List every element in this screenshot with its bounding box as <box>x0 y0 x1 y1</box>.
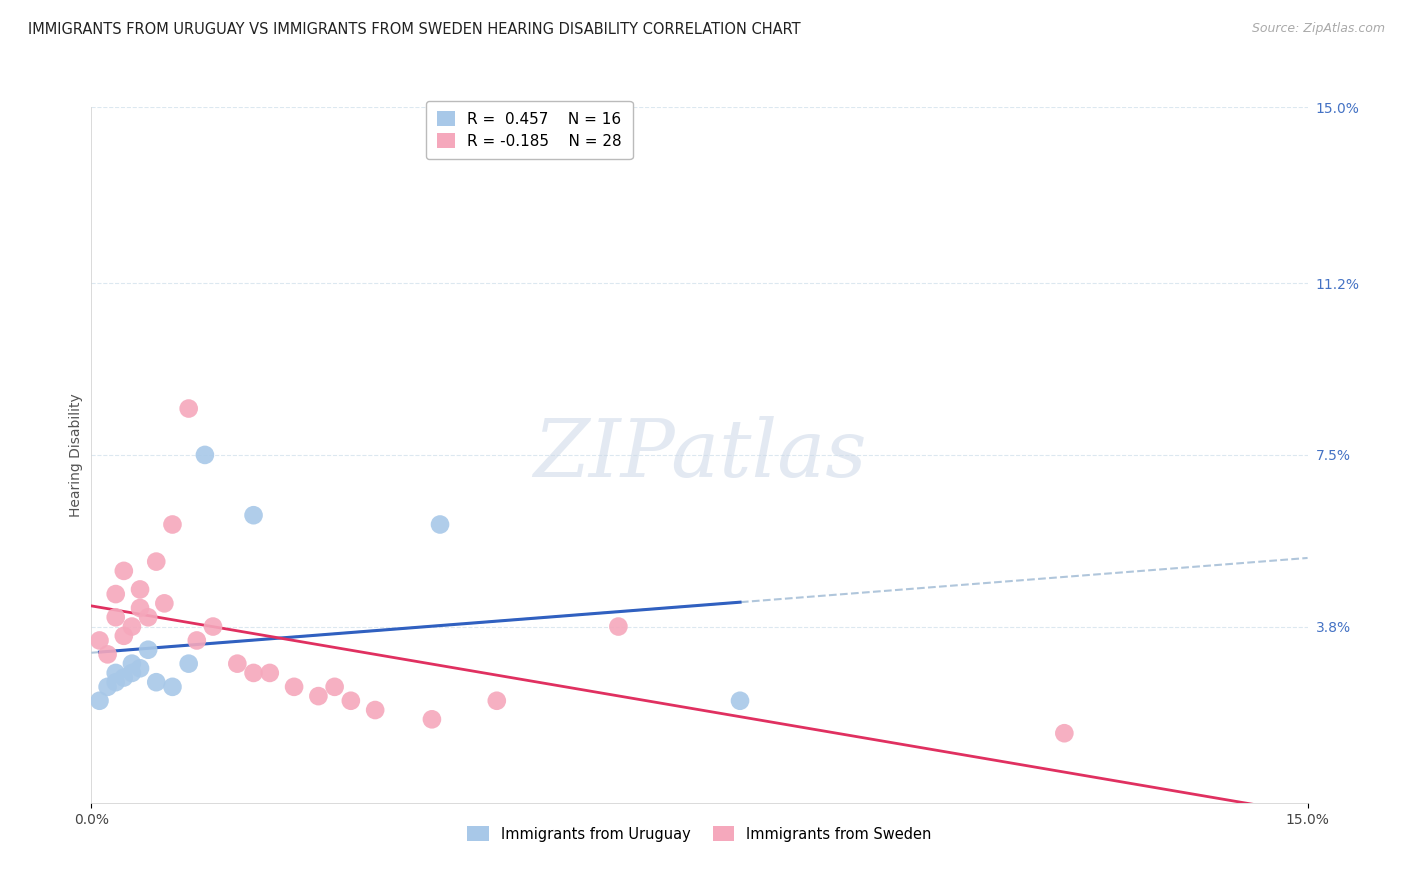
Point <box>162 517 184 532</box>
Point <box>186 633 208 648</box>
Point <box>153 596 176 610</box>
Point <box>112 629 135 643</box>
Point <box>104 610 127 624</box>
Point <box>259 665 281 680</box>
Point <box>226 657 249 671</box>
Point <box>121 619 143 633</box>
Point <box>242 665 264 680</box>
Legend: Immigrants from Uruguay, Immigrants from Sweden: Immigrants from Uruguay, Immigrants from… <box>461 821 938 847</box>
Point <box>145 675 167 690</box>
Point <box>283 680 305 694</box>
Point <box>1053 726 1076 740</box>
Point <box>307 689 329 703</box>
Point <box>202 619 225 633</box>
Point <box>429 517 451 532</box>
Point <box>104 587 127 601</box>
Point <box>136 610 159 624</box>
Point <box>242 508 264 523</box>
Point <box>323 680 346 694</box>
Y-axis label: Hearing Disability: Hearing Disability <box>69 393 83 516</box>
Point <box>104 665 127 680</box>
Point <box>162 680 184 694</box>
Point <box>485 694 508 708</box>
Point <box>129 661 152 675</box>
Text: IMMIGRANTS FROM URUGUAY VS IMMIGRANTS FROM SWEDEN HEARING DISABILITY CORRELATION: IMMIGRANTS FROM URUGUAY VS IMMIGRANTS FR… <box>28 22 801 37</box>
Point <box>129 582 152 597</box>
Point <box>136 642 159 657</box>
Point <box>607 619 630 633</box>
Point <box>728 694 751 708</box>
Point <box>89 633 111 648</box>
Point <box>121 665 143 680</box>
Point <box>129 601 152 615</box>
Point <box>420 712 443 726</box>
Point <box>97 680 120 694</box>
Point <box>112 564 135 578</box>
Text: Source: ZipAtlas.com: Source: ZipAtlas.com <box>1251 22 1385 36</box>
Point <box>177 657 200 671</box>
Text: ZIPatlas: ZIPatlas <box>533 417 866 493</box>
Point <box>104 675 127 690</box>
Point <box>89 694 111 708</box>
Point <box>364 703 387 717</box>
Point <box>97 648 120 662</box>
Point <box>194 448 217 462</box>
Point <box>145 555 167 569</box>
Point <box>340 694 363 708</box>
Point <box>121 657 143 671</box>
Point <box>112 671 135 685</box>
Point <box>177 401 200 416</box>
